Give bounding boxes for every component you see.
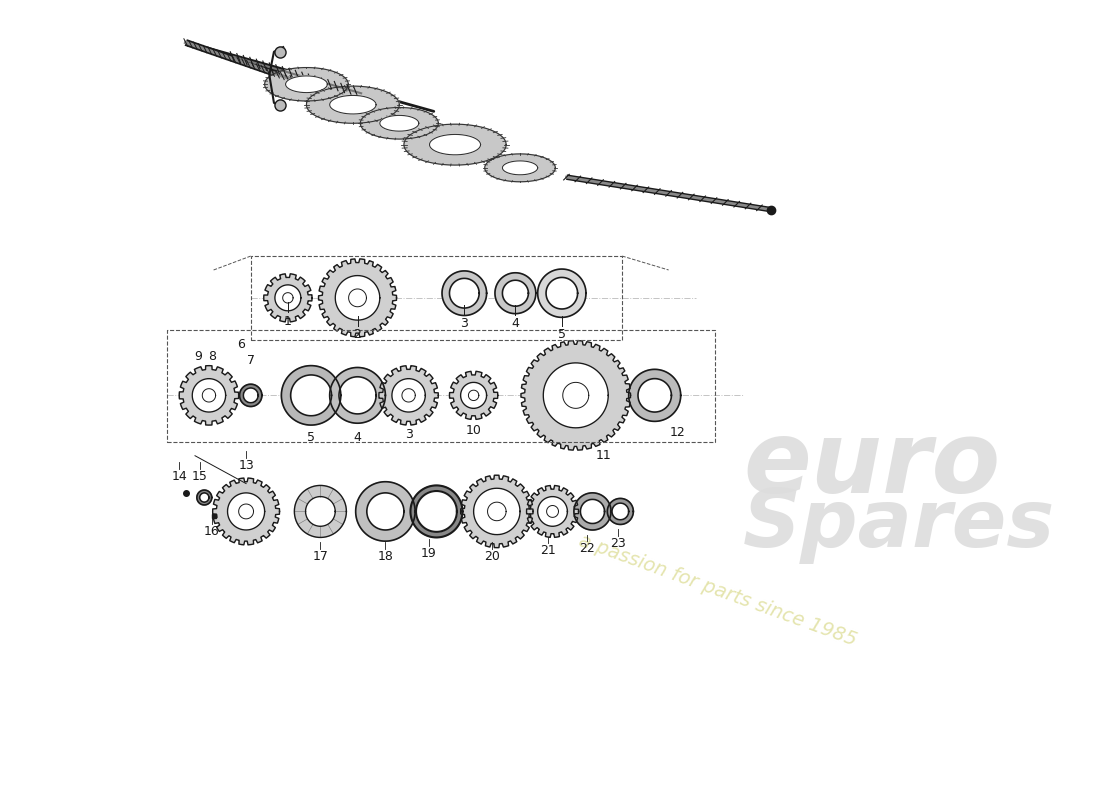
- Polygon shape: [336, 275, 380, 320]
- Text: 5: 5: [558, 329, 565, 342]
- Polygon shape: [461, 475, 534, 548]
- Polygon shape: [607, 498, 634, 525]
- Text: 16: 16: [204, 526, 220, 538]
- Polygon shape: [563, 382, 589, 408]
- Text: 4: 4: [353, 430, 362, 444]
- Polygon shape: [243, 388, 258, 402]
- Polygon shape: [306, 497, 336, 526]
- Polygon shape: [547, 506, 559, 518]
- Text: 6: 6: [238, 338, 245, 350]
- Polygon shape: [239, 504, 253, 519]
- Polygon shape: [638, 378, 671, 412]
- Text: 3: 3: [405, 428, 412, 441]
- Polygon shape: [379, 115, 419, 131]
- Text: 23: 23: [609, 537, 626, 550]
- Text: 11: 11: [596, 450, 612, 462]
- Polygon shape: [546, 278, 578, 309]
- Text: 8: 8: [208, 350, 216, 363]
- Text: 19: 19: [421, 546, 437, 560]
- Polygon shape: [581, 499, 605, 523]
- Polygon shape: [485, 154, 556, 182]
- Polygon shape: [442, 271, 486, 315]
- Polygon shape: [275, 285, 301, 311]
- Polygon shape: [469, 390, 478, 401]
- Text: 9: 9: [194, 350, 201, 363]
- Text: 22: 22: [579, 542, 595, 555]
- Text: 13: 13: [239, 458, 254, 471]
- Polygon shape: [461, 382, 486, 408]
- Polygon shape: [416, 491, 456, 532]
- Polygon shape: [538, 497, 568, 526]
- Polygon shape: [474, 488, 520, 534]
- Text: 2: 2: [353, 329, 362, 342]
- Polygon shape: [283, 293, 293, 303]
- Polygon shape: [410, 486, 462, 538]
- Polygon shape: [339, 377, 376, 414]
- Polygon shape: [521, 341, 630, 450]
- Polygon shape: [307, 86, 399, 123]
- Polygon shape: [503, 280, 528, 306]
- Polygon shape: [319, 259, 396, 337]
- Polygon shape: [295, 486, 346, 538]
- Polygon shape: [286, 76, 328, 93]
- Polygon shape: [402, 389, 416, 402]
- Polygon shape: [450, 278, 480, 308]
- Polygon shape: [240, 384, 262, 406]
- Text: 14: 14: [172, 470, 187, 482]
- Polygon shape: [429, 134, 481, 155]
- Polygon shape: [349, 289, 366, 306]
- Text: 10: 10: [465, 424, 482, 437]
- Bar: [167, 330, 715, 442]
- Polygon shape: [265, 67, 349, 101]
- Polygon shape: [392, 378, 426, 412]
- Bar: [251, 256, 623, 340]
- Text: 5: 5: [307, 430, 315, 444]
- Polygon shape: [366, 493, 404, 530]
- Polygon shape: [487, 502, 506, 521]
- Text: euro: euro: [742, 417, 1000, 514]
- Polygon shape: [495, 273, 536, 314]
- Text: 15: 15: [191, 470, 208, 482]
- Polygon shape: [200, 493, 209, 502]
- Polygon shape: [612, 503, 629, 520]
- Polygon shape: [404, 124, 506, 165]
- Polygon shape: [212, 478, 279, 545]
- Polygon shape: [197, 490, 211, 505]
- Text: 1: 1: [284, 314, 292, 327]
- Text: 7: 7: [246, 354, 255, 366]
- Polygon shape: [450, 371, 497, 419]
- Text: Spares: Spares: [742, 486, 1055, 564]
- Polygon shape: [538, 269, 586, 318]
- Polygon shape: [527, 486, 579, 538]
- Polygon shape: [290, 375, 331, 416]
- Polygon shape: [378, 366, 438, 425]
- Text: 17: 17: [312, 550, 328, 562]
- Polygon shape: [179, 366, 239, 425]
- Polygon shape: [228, 493, 265, 530]
- Text: a passion for parts since 1985: a passion for parts since 1985: [575, 531, 859, 650]
- Polygon shape: [192, 378, 226, 412]
- Polygon shape: [503, 161, 538, 175]
- Text: 4: 4: [512, 318, 519, 330]
- Text: 12: 12: [670, 426, 685, 439]
- Text: 18: 18: [377, 550, 394, 562]
- Circle shape: [276, 47, 285, 57]
- Polygon shape: [574, 493, 611, 530]
- Polygon shape: [330, 367, 385, 423]
- Polygon shape: [629, 370, 681, 422]
- Text: 3: 3: [461, 318, 469, 330]
- Polygon shape: [361, 107, 438, 139]
- Polygon shape: [543, 363, 608, 428]
- Polygon shape: [202, 389, 216, 402]
- Circle shape: [276, 100, 285, 110]
- Polygon shape: [264, 274, 312, 322]
- Polygon shape: [282, 366, 341, 425]
- Text: 20: 20: [484, 550, 500, 562]
- Polygon shape: [355, 482, 415, 541]
- Polygon shape: [330, 95, 376, 114]
- Text: 21: 21: [540, 544, 556, 557]
